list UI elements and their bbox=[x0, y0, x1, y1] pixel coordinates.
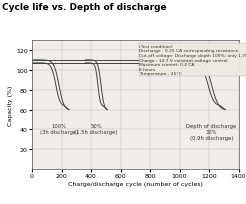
Text: 100%
(3h discharge): 100% (3h discharge) bbox=[40, 124, 78, 135]
Text: 50%
(1.5h discharge): 50% (1.5h discharge) bbox=[75, 124, 118, 135]
Text: Cycle life vs. Depth of discharge: Cycle life vs. Depth of discharge bbox=[2, 3, 167, 12]
X-axis label: Charge/discharge cycle (number of cycles): Charge/discharge cycle (number of cycles… bbox=[68, 181, 203, 186]
Text: (Test condition)
Discharge : 0.25 CA corresponding resistance
Cut-off voltage: D: (Test condition) Discharge : 0.25 CA cor… bbox=[139, 45, 246, 76]
Y-axis label: Capacity (%): Capacity (%) bbox=[8, 85, 13, 125]
Text: Depth of discharge
30%
(0.9h discharge): Depth of discharge 30% (0.9h discharge) bbox=[186, 124, 236, 140]
